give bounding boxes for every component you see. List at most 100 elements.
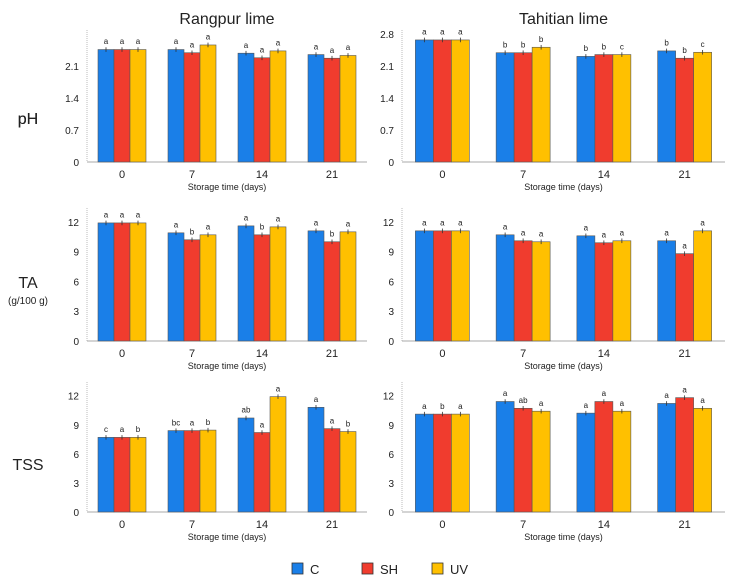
bar-UV	[129, 222, 147, 342]
y-tick-label: 2.8	[380, 30, 394, 41]
bar-SH	[675, 57, 694, 163]
significance-letter: a	[664, 391, 669, 400]
bar-UV	[269, 396, 287, 513]
x-axis-label: Storage time (days)	[188, 532, 267, 542]
significance-letter: a	[314, 395, 319, 404]
significance-letter: a	[244, 41, 249, 50]
significance-letter: b	[136, 425, 141, 434]
bar-SH	[594, 54, 614, 163]
x-tick-label: 14	[598, 169, 610, 181]
bar-C	[495, 234, 515, 342]
bar-SH	[433, 413, 452, 513]
row-label: pH	[18, 111, 38, 128]
significance-letter: a	[458, 28, 463, 37]
y-tick-label: 3	[73, 479, 79, 490]
y-tick-label: 6	[388, 450, 394, 461]
legend-label: UV	[450, 562, 468, 577]
bar-UV	[612, 54, 632, 163]
y-tick-label: 0	[73, 158, 79, 169]
bar-C	[495, 401, 515, 513]
row-label: TSS	[12, 457, 43, 474]
bar-SH	[433, 230, 452, 342]
significance-letter: b	[346, 419, 351, 428]
bar-C	[307, 407, 325, 513]
bar-C	[237, 417, 255, 513]
bar-C	[657, 50, 676, 163]
bar-UV	[531, 46, 551, 163]
x-tick-label: 0	[119, 519, 125, 531]
bar-C	[576, 56, 596, 163]
bar-C	[97, 437, 115, 513]
bar-C	[576, 235, 596, 342]
significance-letter: a	[120, 37, 125, 46]
significance-letter: a	[120, 425, 125, 434]
x-tick-label: 14	[256, 519, 268, 531]
significance-letter: a	[440, 219, 445, 228]
significance-letter: a	[422, 219, 427, 228]
y-tick-label: 2.1	[65, 62, 79, 73]
significance-letter: b	[440, 402, 445, 411]
significance-letter: a	[346, 43, 351, 52]
significance-letter: a	[682, 241, 687, 250]
x-tick-label: 21	[679, 169, 691, 181]
bar-SH	[323, 57, 341, 163]
bar-UV	[129, 437, 147, 513]
bar-SH	[513, 52, 533, 163]
significance-letter: b	[682, 46, 687, 55]
significance-letter: a	[276, 215, 281, 224]
bar-SH	[323, 241, 341, 342]
row-label: pH	[18, 111, 38, 128]
y-tick-label: 9	[388, 421, 394, 432]
significance-letter: b	[584, 44, 589, 53]
significance-letter: a	[136, 211, 141, 220]
y-tick-label: 2.1	[380, 62, 394, 73]
panel-0: Rangpur lime pH 0 0.7 1.4 2.1 0 a a a 7 a a a 14 a a a 21 a…	[18, 11, 367, 192]
bar-C	[97, 222, 115, 342]
y-tick-label: 0	[388, 158, 394, 169]
bar-SH	[675, 253, 694, 342]
x-axis-label: Storage time (days)	[524, 182, 603, 192]
bar-C	[307, 54, 325, 163]
bar-UV	[339, 431, 357, 513]
bar-UV	[693, 51, 712, 163]
x-tick-label: 14	[256, 348, 268, 360]
significance-letter: a	[620, 399, 625, 408]
bar-C	[97, 49, 115, 163]
bar-SH	[594, 401, 614, 513]
significance-letter: a	[276, 384, 281, 393]
bar-C	[237, 52, 255, 163]
bar-UV	[129, 49, 147, 163]
significance-letter: a	[120, 211, 125, 220]
significance-letter: b	[521, 40, 526, 49]
significance-letter: b	[330, 229, 335, 238]
significance-letter: a	[136, 37, 141, 46]
bar-C	[657, 240, 676, 342]
y-tick-label: 3	[388, 307, 394, 318]
y-tick-label: 0	[73, 508, 79, 519]
panel-title: Rangpur lime	[179, 11, 274, 28]
bar-C	[415, 413, 434, 513]
significance-letter: a	[602, 230, 607, 239]
x-axis-label: Storage time (days)	[188, 361, 267, 371]
legend: C SH UV	[291, 562, 468, 577]
row-label: TA	[18, 275, 38, 292]
significance-letter: b	[664, 39, 669, 48]
bar-UV	[199, 234, 217, 342]
x-axis-label: Storage time (days)	[524, 532, 603, 542]
significance-letter: a	[458, 402, 463, 411]
y-tick-label: 0	[388, 337, 394, 348]
bar-UV	[339, 231, 357, 342]
bar-C	[495, 52, 515, 163]
y-tick-label: 0	[73, 337, 79, 348]
significance-letter: b	[503, 40, 508, 49]
significance-letter: a	[422, 28, 427, 37]
bar-C	[237, 225, 255, 342]
x-tick-label: 14	[256, 169, 268, 181]
y-tick-label: 12	[68, 218, 80, 229]
bar-UV	[269, 50, 287, 163]
bar-UV	[693, 230, 712, 342]
significance-letter: a	[104, 37, 109, 46]
significance-letter: c	[104, 425, 108, 434]
